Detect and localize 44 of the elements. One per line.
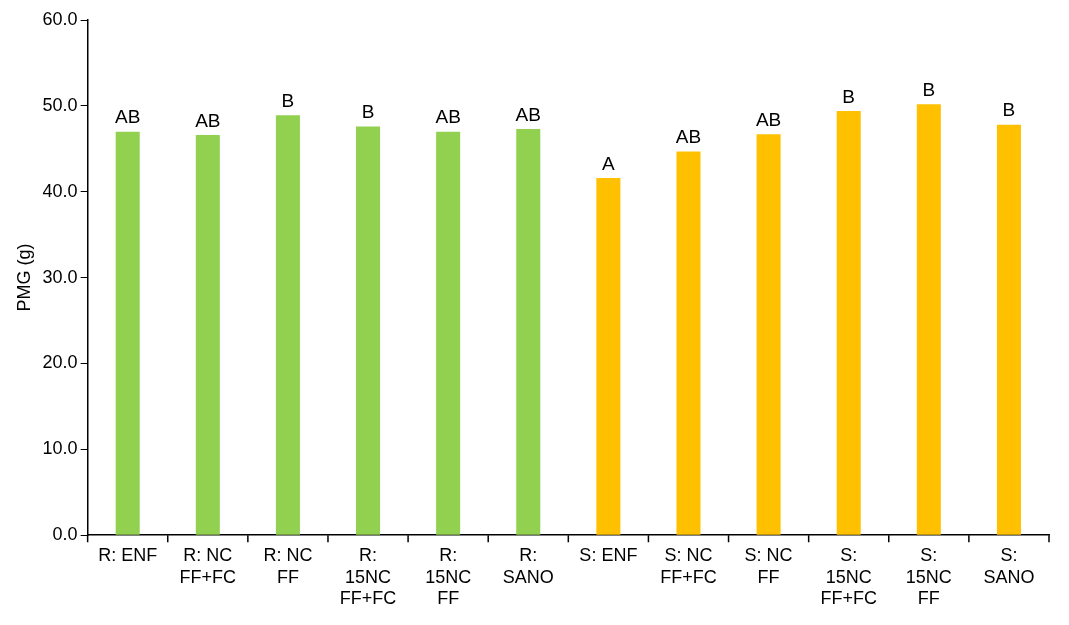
y-tick-label: 20.0	[42, 352, 78, 373]
y-tick-label: 60.0	[42, 8, 78, 29]
x-tick-label: R: 15NC FF+FC	[339, 544, 397, 609]
bar	[996, 124, 1021, 535]
bar	[596, 178, 621, 535]
annotation: AB	[515, 103, 541, 125]
bar	[115, 131, 140, 535]
x-tick-label: R: SANO	[502, 544, 554, 587]
annotation: AB	[115, 106, 141, 128]
bar	[516, 129, 541, 535]
y-axis-title: PMG (g)	[13, 243, 34, 312]
bar	[195, 135, 220, 535]
bar	[756, 134, 781, 535]
annotation: AB	[435, 106, 461, 128]
y-tick-label: 40.0	[42, 180, 78, 201]
annotation: AB	[195, 109, 221, 131]
x-tick-label: S: SANO	[983, 544, 1035, 587]
x-tick-label: R: NC FF	[263, 544, 313, 587]
x-tick-label: R: ENF	[98, 544, 158, 565]
annotation: B	[361, 101, 375, 123]
y-tick-label: 50.0	[42, 94, 78, 115]
annotation: B	[842, 85, 856, 107]
x-tick-label: S: 15NC FF+FC	[820, 544, 877, 609]
annotation: B	[281, 90, 295, 112]
y-tick-label: 30.0	[42, 266, 78, 287]
x-tick-label: S: ENF	[579, 544, 638, 565]
x-tick-label: R: NC FF+FC	[179, 544, 237, 587]
bar	[356, 126, 381, 535]
annotation: B	[1002, 99, 1016, 121]
bar	[916, 104, 941, 535]
bar	[676, 151, 701, 535]
annotation: B	[922, 78, 936, 100]
bar	[836, 111, 861, 535]
y-tick-label: 0.0	[52, 524, 78, 545]
annotation: AB	[675, 126, 702, 148]
x-tick-label: R: 15NC FF	[425, 544, 472, 609]
x-tick-label: S: 15NC FF	[905, 544, 952, 609]
bar	[436, 131, 461, 535]
x-tick-label: S: NC FF+FC	[660, 544, 717, 587]
x-tick-label: S: NC FF	[744, 544, 793, 587]
y-tick-label: 10.0	[42, 438, 78, 459]
bar	[275, 115, 300, 535]
annotation: A	[602, 152, 616, 174]
annotation: AB	[755, 108, 782, 130]
